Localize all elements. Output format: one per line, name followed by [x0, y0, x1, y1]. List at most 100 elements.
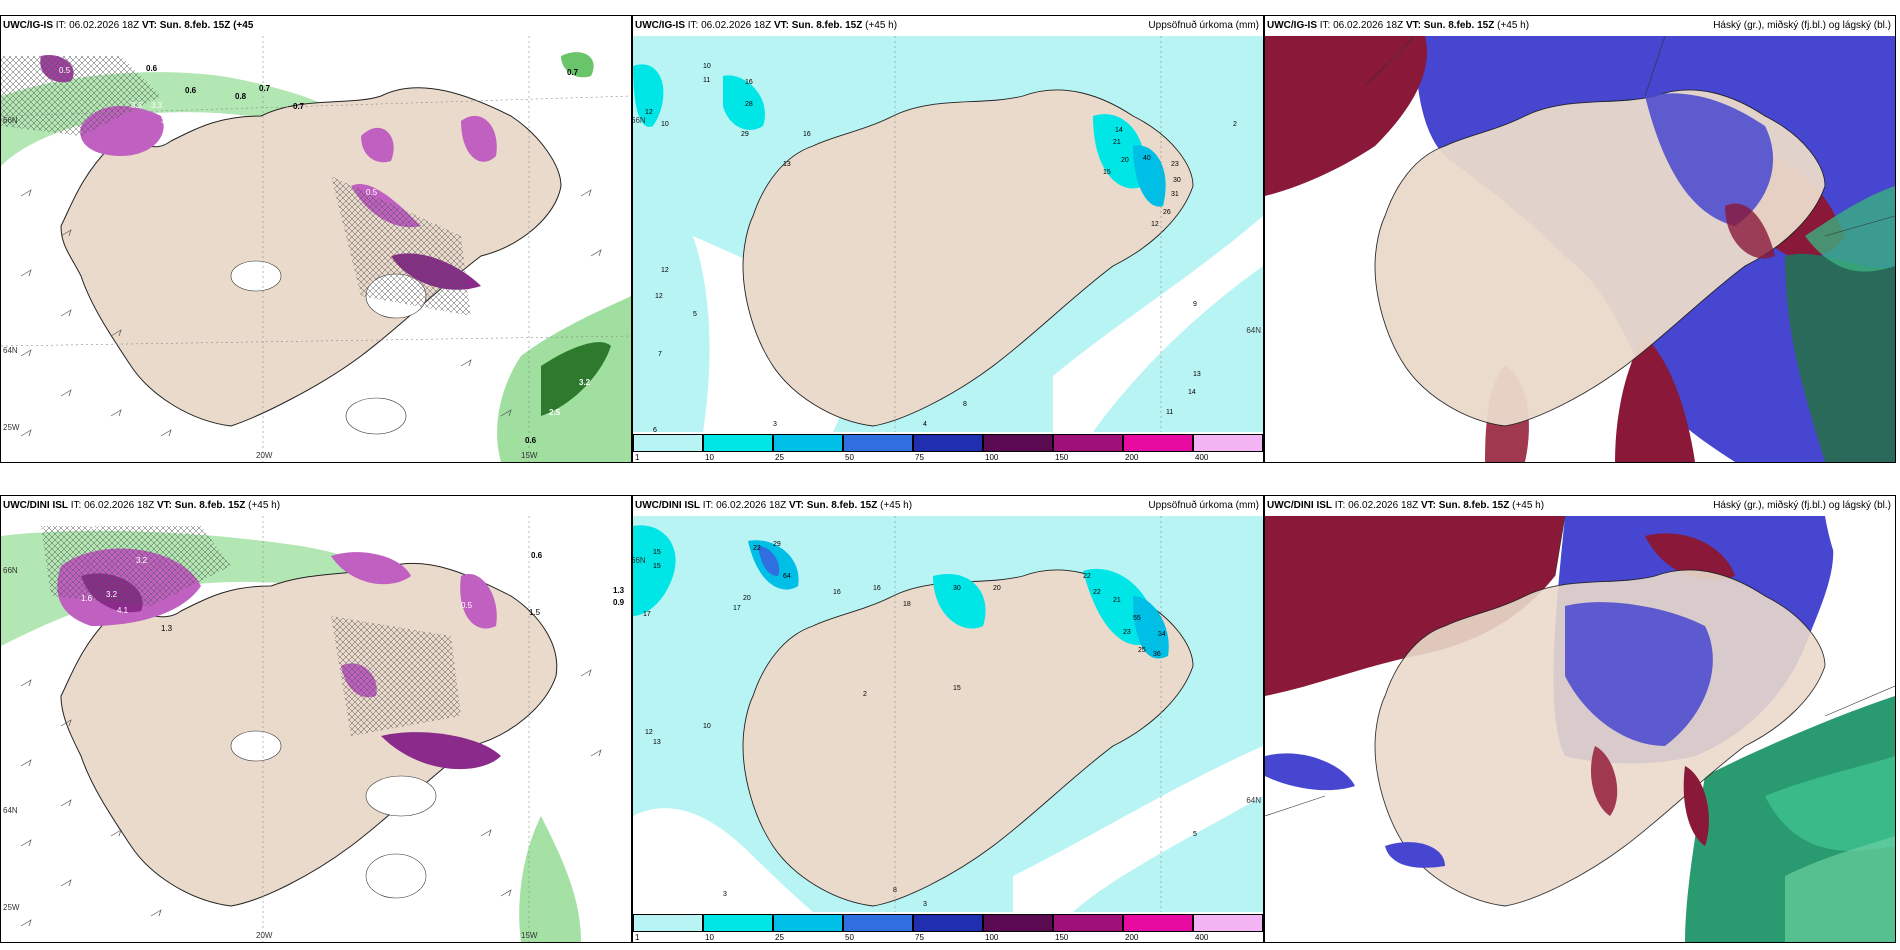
panel-bottom-middle: UWC/DINI ISL IT: 06.02.2026 18Z VT: Sun.… [632, 495, 1264, 943]
svg-text:3: 3 [923, 901, 927, 908]
legend-color-swatch [843, 434, 913, 452]
svg-text:29: 29 [773, 541, 781, 548]
legend-color-swatch [983, 914, 1053, 932]
precip-legend: 1 10 25 50 75 100 150 200 400 [633, 914, 1263, 942]
map-value-label: 3.2 [579, 378, 591, 387]
map-value-label: 0.7 [293, 102, 305, 111]
panel-top-right: UWC/IG-IS IT: 06.02.2026 18Z VT: Sun. 8.… [1264, 15, 1896, 463]
panel-header: UWC/DINI ISL IT: 06.02.2026 18Z VT: Sun.… [1267, 500, 1891, 511]
svg-text:2: 2 [1233, 121, 1237, 128]
svg-text:12: 12 [661, 267, 669, 274]
legend-color-swatch [1053, 434, 1123, 452]
legend-tick-label: 10 [705, 933, 714, 942]
svg-text:16: 16 [833, 589, 841, 596]
axis-label-66n: 66N [3, 566, 18, 575]
legend-tick-label: 200 [1125, 933, 1139, 942]
svg-text:12: 12 [645, 109, 653, 116]
svg-text:5: 5 [1193, 831, 1197, 838]
legend-color-swatch [913, 434, 983, 452]
svg-text:29: 29 [741, 131, 749, 138]
axis-label-64n: 64N [1246, 796, 1261, 805]
map-value-label: 0.6 [185, 86, 197, 95]
svg-text:12: 12 [1151, 221, 1159, 228]
legend-tick-label: 100 [985, 933, 999, 942]
svg-text:30: 30 [953, 585, 961, 592]
svg-text:31: 31 [1171, 191, 1179, 198]
svg-text:15: 15 [1103, 169, 1111, 176]
legend-color-swatch [633, 914, 703, 932]
precip-legend: 1 10 25 50 75 100 150 200 400 [633, 434, 1263, 462]
map-value-label: 0.3 [33, 526, 45, 535]
svg-text:36: 36 [1153, 651, 1161, 658]
legend-color-swatch [773, 914, 843, 932]
map-value-label: 0.8 [235, 92, 247, 101]
legend-tick-label: 25 [775, 933, 784, 942]
svg-text:13: 13 [783, 161, 791, 168]
legend-tick-label: 400 [1195, 933, 1209, 942]
svg-text:10: 10 [703, 63, 711, 70]
svg-text:64: 64 [783, 573, 791, 580]
svg-text:15: 15 [653, 563, 661, 570]
legend-tick-label: 25 [775, 453, 784, 462]
svg-text:5: 5 [693, 311, 697, 318]
legend-color-swatch [1053, 914, 1123, 932]
map-value-label: 2.5 [549, 408, 561, 417]
svg-text:20: 20 [993, 585, 1001, 592]
legend-tick-label: 150 [1055, 453, 1069, 462]
map-value-label: 3.2 [106, 590, 118, 599]
svg-text:30: 30 [1173, 177, 1181, 184]
axis-label-64n: 64N [3, 806, 18, 815]
axis-label-64n: 64N [1246, 326, 1261, 335]
svg-text:21: 21 [1113, 597, 1121, 604]
legend-tick-label: 50 [845, 453, 854, 462]
panel-header: UWC/IG-IS IT: 06.02.2026 18Z VT: Sun. 8.… [3, 20, 254, 51]
legend-tick-label: 75 [915, 453, 924, 462]
svg-text:20: 20 [1121, 157, 1129, 164]
map-value-label: 0.5 [461, 601, 473, 610]
axis-label-25w: 25W [3, 423, 20, 432]
panel-bottom-right: UWC/DINI ISL IT: 06.02.2026 18Z VT: Sun.… [1264, 495, 1896, 943]
svg-text:21: 21 [1113, 139, 1121, 146]
axis-label-25w: 25W [3, 903, 20, 912]
map-value-label: 0.6 [525, 436, 537, 445]
svg-text:16: 16 [745, 79, 753, 86]
svg-text:26: 26 [1163, 209, 1171, 216]
panel-header: UWC/IG-IS IT: 06.02.2026 18Z VT: Sun. 8.… [1267, 20, 1891, 31]
svg-text:17: 17 [643, 611, 651, 618]
svg-text:55: 55 [1133, 615, 1141, 622]
svg-text:12: 12 [645, 729, 653, 736]
map-value-label: 0.6 [531, 551, 543, 560]
legend-color-swatch [1193, 914, 1263, 932]
svg-text:13: 13 [653, 739, 661, 746]
legend-color-swatch [703, 914, 773, 932]
legend-color-swatch [633, 434, 703, 452]
legend-tick-label: 400 [1195, 453, 1209, 462]
svg-text:23: 23 [1123, 629, 1131, 636]
panel-header: UWC/DINI ISL IT: 06.02.2026 18Z VT: Sun.… [3, 500, 281, 511]
map-value-label: 0.5 [59, 66, 71, 75]
legend-tick-label: 100 [985, 453, 999, 462]
cloud-map [1265, 36, 1895, 462]
svg-text:15: 15 [953, 685, 961, 692]
svg-text:16: 16 [803, 131, 811, 138]
legend-tick-label: 1 [635, 933, 640, 942]
legend-color-swatch [1123, 914, 1193, 932]
svg-text:4: 4 [923, 421, 927, 428]
axis-label-20w: 20W [256, 451, 273, 460]
svg-text:11: 11 [703, 77, 710, 84]
svg-text:22: 22 [1083, 573, 1091, 580]
svg-text:22: 22 [1093, 589, 1101, 596]
svg-text:13: 13 [1193, 371, 1201, 378]
svg-text:18: 18 [903, 601, 911, 608]
svg-text:17: 17 [733, 605, 741, 612]
svg-text:20: 20 [743, 595, 751, 602]
wind-precip-map [1, 36, 631, 462]
map-value-label: 0.5 [366, 188, 378, 197]
svg-text:9: 9 [1193, 301, 1197, 308]
legend-tick-label: 150 [1055, 933, 1069, 942]
map-value-label: 0.7 [259, 84, 271, 93]
svg-text:12: 12 [655, 293, 663, 300]
legend-tick-label: 200 [1125, 453, 1139, 462]
svg-text:28: 28 [745, 101, 753, 108]
svg-text:7: 7 [658, 351, 662, 358]
